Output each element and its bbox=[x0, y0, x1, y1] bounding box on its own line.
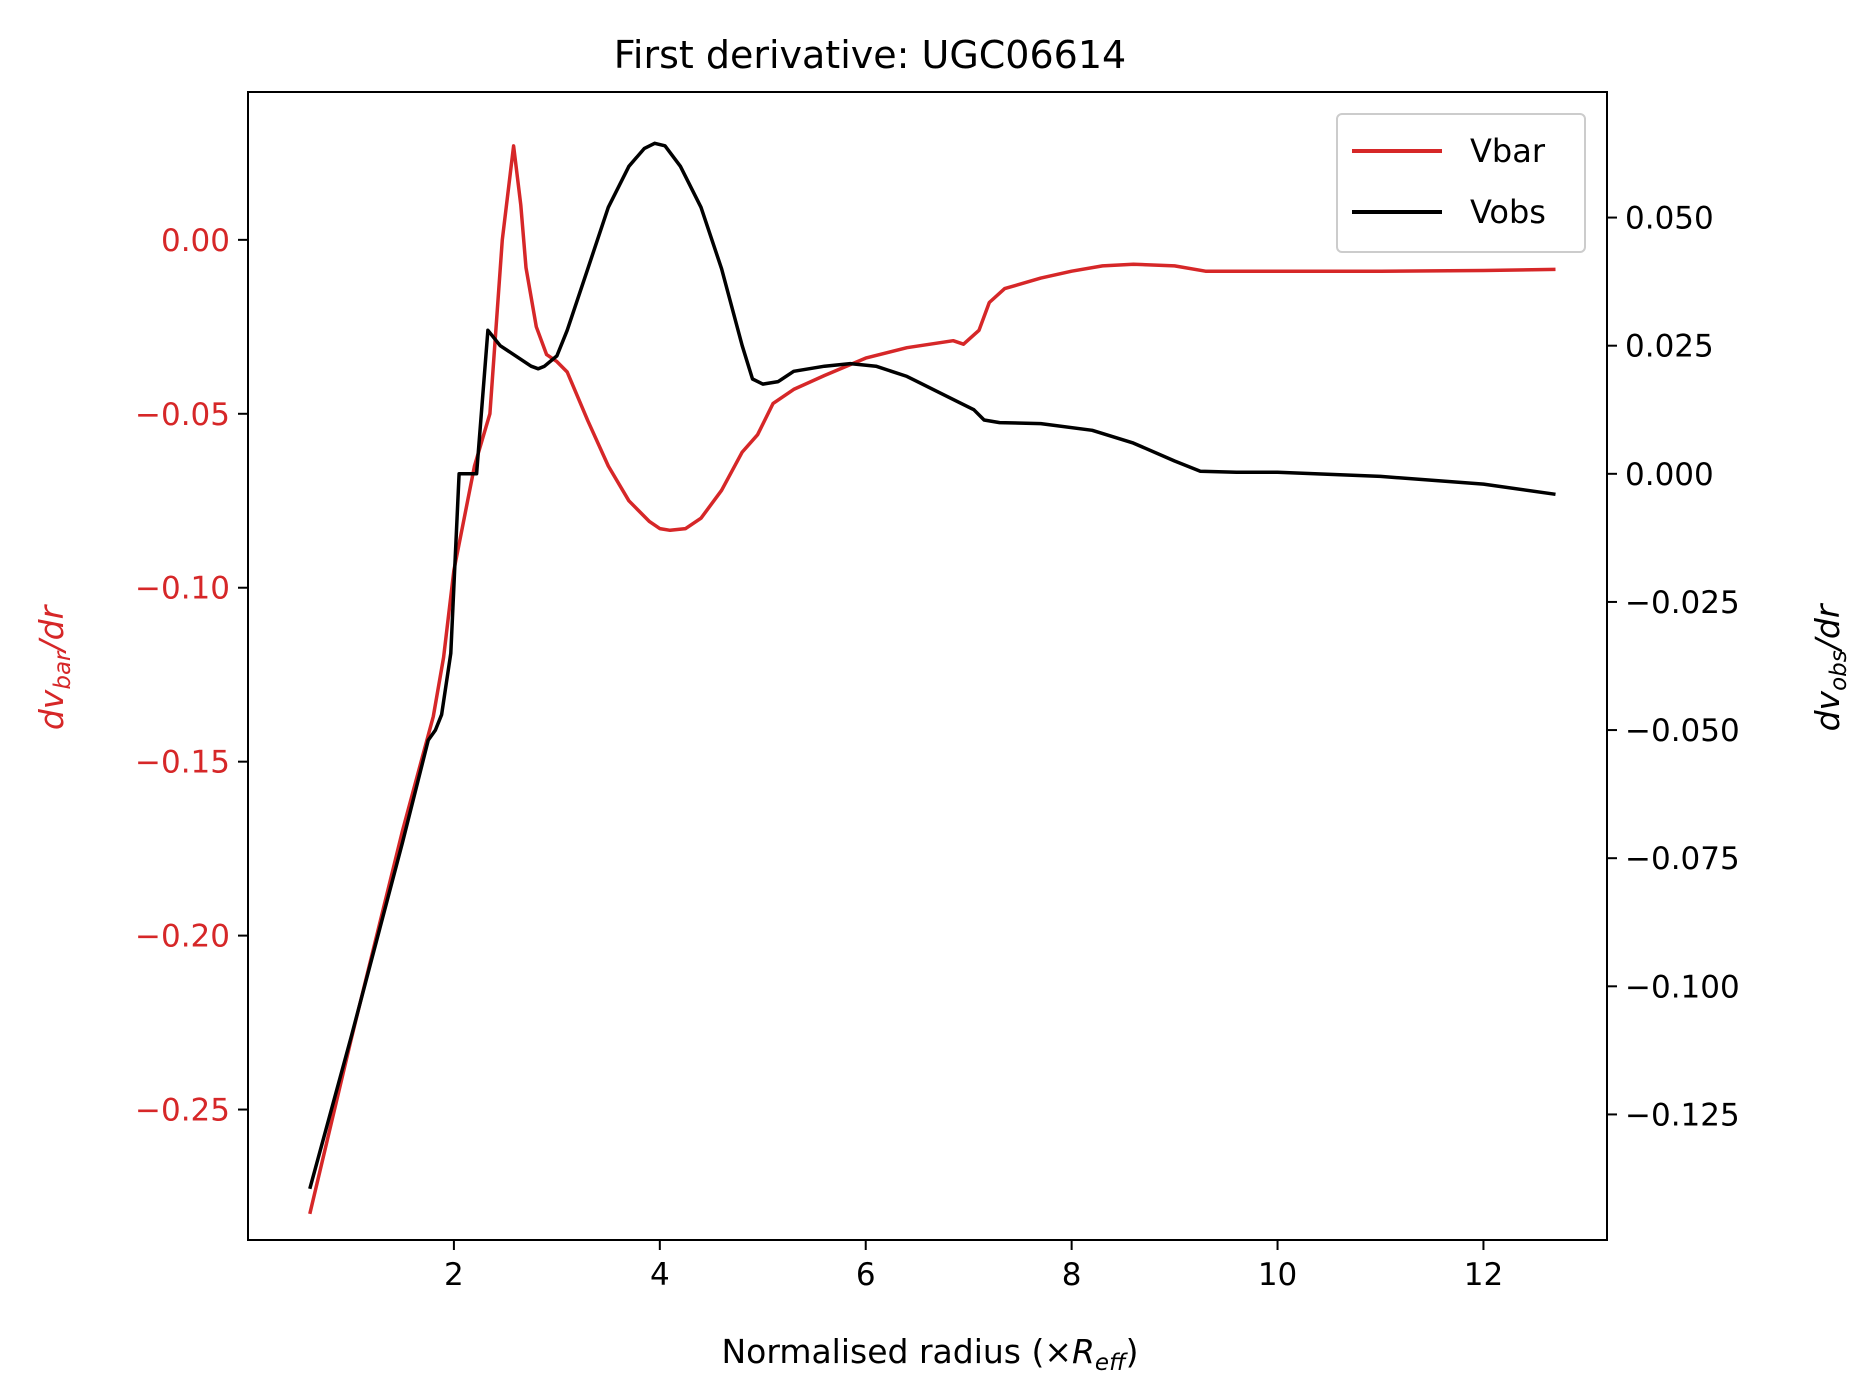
x-tick-label: 2 bbox=[444, 1257, 464, 1293]
y-left-axis: 0.00 −0.05 −0.10 −0.15 −0.20 −0.25 bbox=[135, 223, 248, 1129]
plot-area bbox=[247, 91, 1608, 1241]
x-tick-label: 6 bbox=[856, 1257, 876, 1293]
y-right-tick-label: −0.050 bbox=[1625, 713, 1740, 749]
y-right-tick-label: −0.075 bbox=[1625, 841, 1740, 877]
y-right-tick-label: −0.125 bbox=[1625, 1097, 1740, 1133]
y-left-tick-label: −0.20 bbox=[135, 919, 230, 955]
x-axis: 2 4 6 8 10 12 bbox=[444, 1240, 1503, 1293]
x-tick-label: 12 bbox=[1464, 1257, 1503, 1293]
y-right-tick-label: 0.000 bbox=[1625, 457, 1714, 493]
legend: Vbar Vobs bbox=[1336, 113, 1586, 253]
x-tick-label: 10 bbox=[1258, 1257, 1297, 1293]
y-left-tick-label: −0.15 bbox=[135, 745, 230, 781]
x-tick-label: 8 bbox=[1062, 1257, 1082, 1293]
series-line-vbar bbox=[308, 144, 1556, 1215]
legend-label-vobs: Vobs bbox=[1470, 193, 1546, 231]
y-left-tick-label: −0.05 bbox=[135, 397, 230, 433]
y-right-tick-label: 0.050 bbox=[1625, 201, 1714, 237]
y-right-axis-label: dvobs/dr bbox=[1808, 602, 1852, 731]
y-left-tick-label: −0.25 bbox=[135, 1093, 230, 1129]
y-right-tick-label: −0.100 bbox=[1625, 969, 1740, 1005]
chart-title: First derivative: UGC06614 bbox=[614, 33, 1126, 77]
x-tick-label: 4 bbox=[650, 1257, 670, 1293]
plot-frame bbox=[247, 91, 1608, 1241]
legend-label-vbar: Vbar bbox=[1470, 132, 1546, 170]
legend-box bbox=[1336, 113, 1586, 253]
y-left-tick-label: −0.10 bbox=[135, 571, 230, 607]
x-axis-label: Normalised radius (×Reff) bbox=[721, 1332, 1138, 1376]
y-right-axis: 0.050 0.025 0.000 −0.025 −0.050 −0.075 −0.100 −… bbox=[1607, 201, 1740, 1133]
y-right-tick-label: 0.025 bbox=[1625, 329, 1714, 365]
y-left-tick-label: 0.00 bbox=[161, 223, 230, 259]
series-line-vobs bbox=[308, 141, 1556, 1190]
y-right-tick-label: −0.025 bbox=[1625, 585, 1740, 621]
y-left-axis-label: dvbar/dr bbox=[32, 603, 76, 730]
